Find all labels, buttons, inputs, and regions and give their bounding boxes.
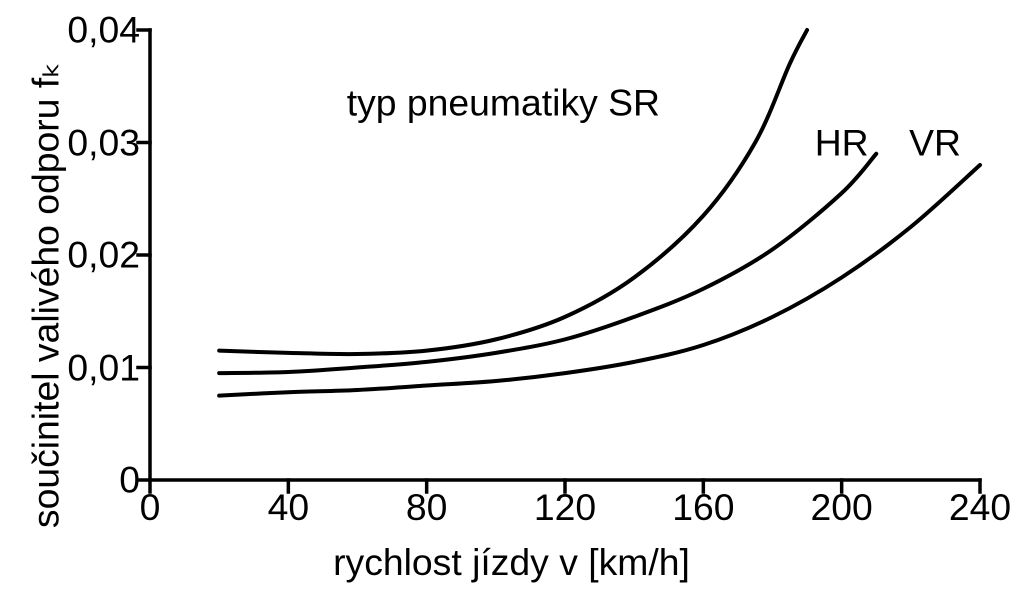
x-tick-label: 80 <box>406 480 448 529</box>
x-tick-label: 40 <box>268 480 310 529</box>
series-label-VR: VR <box>909 121 961 164</box>
y-axis-label: součinitel valivého odporu fₖ <box>23 62 67 528</box>
x-tick-label: 200 <box>811 480 873 529</box>
series-label-HR: HR <box>815 121 869 164</box>
y-tick-label: 0,04 <box>67 9 150 52</box>
y-tick-label: 0,02 <box>67 234 150 277</box>
plot-area: 00,010,020,030,0404080120160200240typ pn… <box>150 30 980 480</box>
x-axis-label: rychlost jízdy v [km/h] <box>0 541 1023 584</box>
chart-container: součinitel valivého odporu fₖ rychlost j… <box>0 0 1023 590</box>
x-tick-label: 0 <box>140 480 161 529</box>
series-HR <box>219 154 876 373</box>
series-SR <box>219 30 807 354</box>
x-tick-label: 120 <box>534 480 596 529</box>
series-VR <box>219 165 980 396</box>
y-tick-label: 0,01 <box>67 346 150 389</box>
y-tick-label: 0,03 <box>67 121 150 164</box>
annotation-tire-type: typ pneumatiky SR <box>347 82 660 125</box>
x-tick-label: 240 <box>949 480 1011 529</box>
x-tick-label: 160 <box>672 480 734 529</box>
